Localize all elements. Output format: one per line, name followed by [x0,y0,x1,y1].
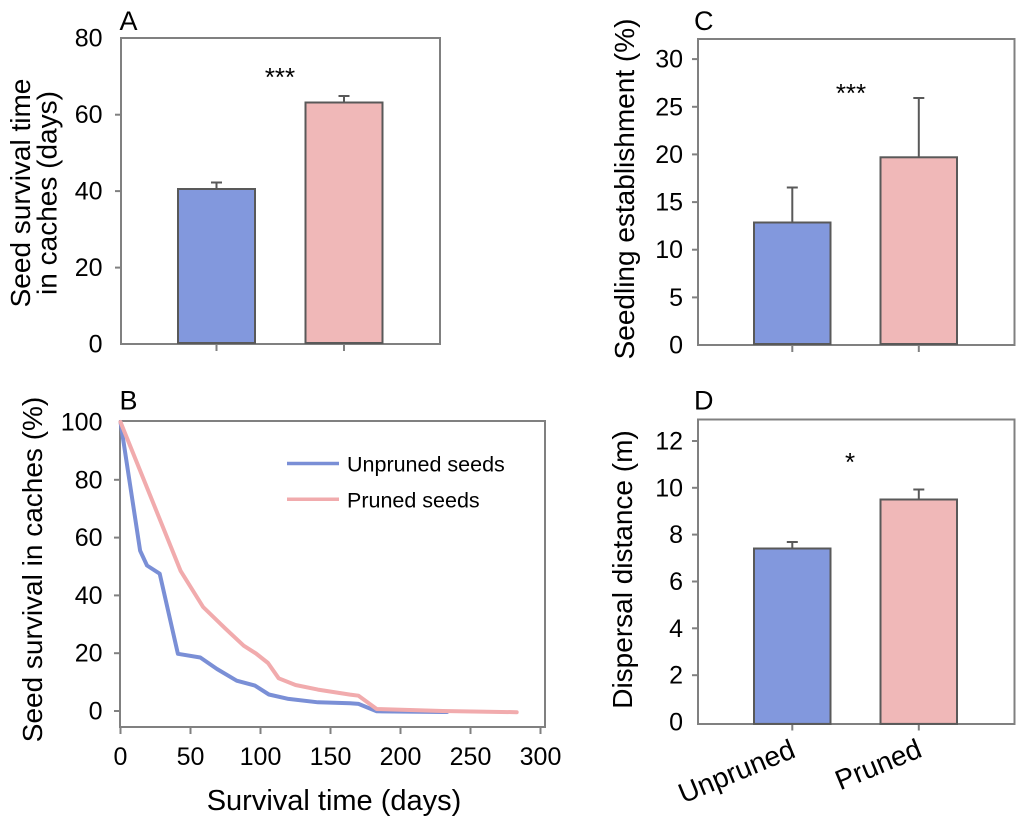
svg-text:Unpruned seeds: Unpruned seeds [347,453,505,477]
svg-text:60: 60 [75,101,103,129]
svg-text:0: 0 [89,698,103,726]
svg-text:200: 200 [380,743,422,771]
svg-text:0: 0 [669,332,683,360]
svg-text:20: 20 [655,141,683,169]
svg-text:40: 40 [75,582,103,610]
svg-text:0: 0 [89,331,103,359]
svg-text:D: D [694,386,714,416]
svg-text:15: 15 [655,189,683,217]
svg-text:*: * [845,447,855,477]
svg-text:A: A [120,6,138,36]
svg-text:in caches (days): in caches (days) [32,91,63,295]
svg-text:50: 50 [177,743,205,771]
svg-text:20: 20 [75,640,103,668]
svg-text:6: 6 [669,568,683,596]
svg-text:10: 10 [655,236,683,264]
svg-text:25: 25 [655,93,683,121]
svg-text:2: 2 [669,662,683,690]
svg-text:40: 40 [75,178,103,206]
svg-text:***: *** [265,62,295,92]
svg-text:C: C [694,6,714,36]
svg-text:0: 0 [114,743,128,771]
svg-text:***: *** [836,78,866,108]
svg-text:0: 0 [669,709,683,737]
svg-text:250: 250 [450,743,492,771]
svg-text:20: 20 [75,254,103,282]
svg-text:150: 150 [310,743,352,771]
svg-text:Seed survival time: Seed survival time [5,79,36,308]
svg-text:B: B [120,386,138,416]
svg-text:Dispersal distance (m): Dispersal distance (m) [607,430,638,709]
svg-text:10: 10 [655,474,683,502]
svg-text:300: 300 [520,743,562,771]
svg-text:8: 8 [669,521,683,549]
svg-text:5: 5 [669,284,683,312]
svg-text:12: 12 [655,428,683,456]
svg-text:Pruned seeds: Pruned seeds [347,488,480,512]
svg-text:Seedling establishment (%): Seedling establishment (%) [609,19,640,360]
svg-text:60: 60 [75,524,103,552]
svg-text:80: 80 [75,466,103,494]
svg-text:Survival time (days): Survival time (days) [207,785,462,817]
svg-text:100: 100 [240,743,282,771]
svg-text:Seed survival in caches (%): Seed survival in caches (%) [17,397,48,742]
svg-text:100: 100 [61,409,103,437]
svg-text:30: 30 [655,46,683,74]
svg-text:80: 80 [75,25,103,53]
svg-text:4: 4 [669,615,683,643]
